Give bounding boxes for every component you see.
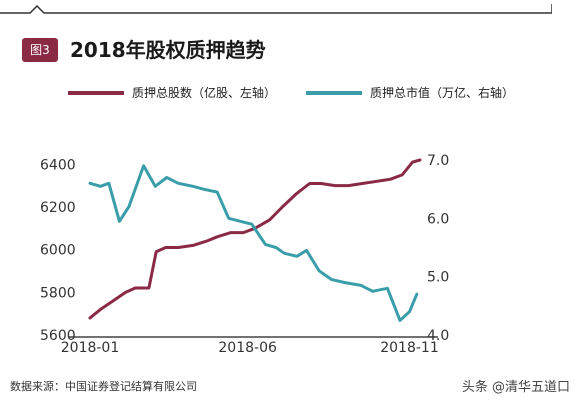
series-line-pledged-value — [88, 164, 419, 322]
right-axis-tick-label: 6.0 — [427, 211, 449, 227]
legend-swatch-shares — [68, 90, 124, 95]
figure-badge: 图3 — [22, 38, 58, 62]
left-axis-tick-label: 6400 — [40, 157, 76, 173]
left-axis-tick-label: 6000 — [40, 243, 76, 259]
left-axis-tick-label: 5600 — [40, 328, 76, 344]
right-axis-tick-label: 4.0 — [427, 328, 449, 344]
x-axis-tick-label: 2018-06 — [218, 340, 277, 356]
legend-item-pledged-value: 质押总市值（万亿、右轴） — [306, 84, 514, 101]
watermark: 头条 @清华五道口 — [461, 380, 570, 395]
legend-item-pledged-shares: 质押总股数（亿股、左轴） — [68, 84, 276, 101]
legend-label-shares: 质押总股数（亿股、左轴） — [132, 86, 277, 100]
right-axis-tick-label: 5.0 — [427, 270, 449, 286]
top-border-notch — [0, 4, 552, 14]
chart-title: 2018年股权质押趋势 — [70, 38, 266, 62]
legend-label-value: 质押总市值（万亿、右轴） — [370, 86, 515, 100]
x-axis-tick-label: 2018-11 — [380, 340, 439, 356]
left-axis-tick-label: 5800 — [40, 285, 76, 301]
series-line-pledged-shares — [88, 158, 422, 320]
left-axis-tick-label: 6200 — [40, 200, 76, 216]
x-axis-tick-label: 2018-01 — [61, 340, 120, 356]
data-source-note: 数据来源：中国证券登记结算有限公司 — [10, 380, 197, 393]
right-axis-tick-label: 7.0 — [427, 153, 449, 169]
legend-swatch-value — [306, 90, 362, 95]
